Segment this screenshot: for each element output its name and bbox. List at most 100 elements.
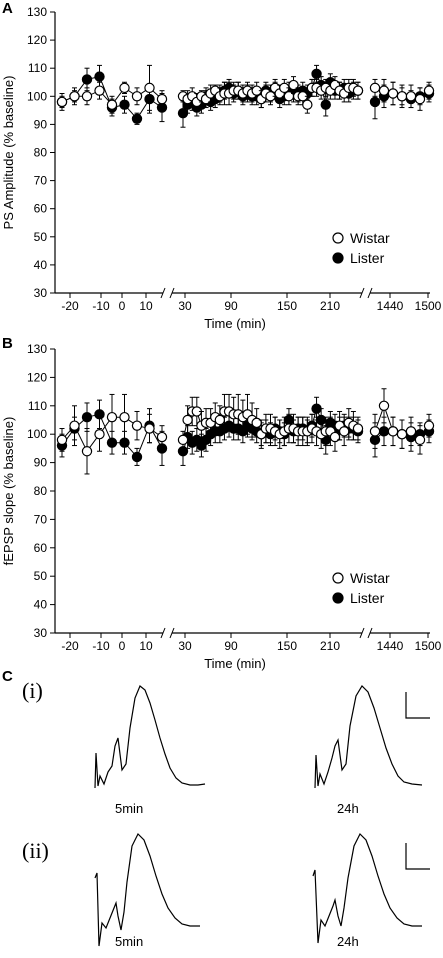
data-point-wistar (156, 93, 168, 105)
x-tick-label: 90 (224, 299, 238, 313)
x-tick-label: -20 (61, 639, 79, 653)
x-tick-label: -20 (61, 299, 79, 313)
data-point-wistar (94, 85, 105, 96)
data-point-wistar (56, 434, 68, 446)
data-point-wistar (396, 91, 408, 102)
data-point-wistar (369, 426, 381, 437)
x-tick-label: 1500 (415, 639, 442, 653)
data-point-lister (81, 74, 93, 85)
data-point-wistar (414, 434, 426, 446)
data-point-wistar (119, 82, 130, 94)
y-tick-label: 90 (34, 456, 48, 470)
axis-break-mark (160, 627, 166, 639)
y-tick-label: 110 (28, 61, 47, 75)
y-tick-label: 90 (34, 117, 48, 131)
x-tick-label: 90 (224, 639, 238, 653)
data-point-wistar (378, 400, 390, 412)
trace-label-i-5min: 5min (115, 801, 144, 816)
trace-i-5min (94, 685, 206, 789)
data-point-wistar (405, 91, 417, 102)
data-point-wistar (144, 82, 155, 94)
y-tick-label: 60 (34, 541, 48, 555)
trace-label-ii-24h: 24h (337, 934, 359, 949)
x-tick-label: 1440 (377, 639, 404, 653)
legend-marker-wistar (332, 572, 344, 584)
legend-marker-lister (332, 252, 344, 264)
data-point-wistar (396, 428, 408, 440)
axis-break-mark (169, 287, 175, 299)
y-axis-label: fEPSP slope (% baseline) (1, 417, 16, 566)
panel-a: A 30 40 50 60 70 80 90 100 110 120 130 PS Amplitude… (0, 0, 443, 340)
x-tick-label: 210 (320, 299, 340, 313)
y-tick-label: 110 (28, 399, 47, 413)
data-point-wistar (119, 411, 130, 423)
legend-label-wistar: Wistar (350, 230, 390, 246)
data-point-wistar (177, 434, 189, 446)
data-point-wistar (94, 428, 105, 440)
axis-break-mark (160, 287, 166, 299)
axis-break-mark (359, 287, 365, 299)
data-point-wistar (144, 423, 155, 434)
data-point-lister (378, 426, 390, 437)
row-label-i: (i) (22, 678, 43, 703)
trace-ii-24h (312, 832, 422, 944)
x-tick-label: 1440 (377, 299, 404, 313)
trace-label-ii-5min: 5min (115, 934, 144, 949)
legend-marker-wistar (332, 232, 344, 244)
data-point-wistar (106, 99, 118, 110)
x-axis-label: Time (min) (204, 316, 266, 331)
y-tick-label: 120 (27, 370, 47, 384)
data-point-lister (131, 113, 143, 124)
x-axis-label: Time (min) (204, 656, 266, 671)
x-tick-label: -10 (92, 299, 110, 313)
trace-ii-5min (94, 832, 200, 947)
data-point-lister (131, 451, 143, 463)
trace-label-i-24h: 24h (337, 801, 359, 816)
legend-marker-lister (332, 592, 344, 604)
data-point-wistar (338, 426, 350, 437)
data-point-wistar (182, 414, 193, 426)
y-tick-label: 70 (34, 512, 48, 526)
data-point-wistar (352, 85, 364, 96)
y-tick-label: 40 (34, 258, 48, 272)
data-point-wistar (369, 82, 381, 94)
data-point-lister (320, 99, 331, 110)
y-tick-label: 130 (27, 5, 47, 19)
trace-figure (94, 685, 430, 947)
y-tick-label: 100 (27, 89, 47, 103)
x-tick-label: 10 (139, 299, 153, 313)
x-tick-label: 30 (178, 639, 192, 653)
data-point-lister (81, 411, 93, 423)
x-tick-label: 0 (119, 639, 126, 653)
data-point-wistar (423, 85, 435, 96)
data-point-lister (369, 96, 381, 108)
data-point-wistar (378, 85, 390, 96)
row-label-ii: (ii) (22, 838, 49, 863)
y-tick-label: 50 (34, 569, 48, 583)
data-point-wistar (81, 446, 93, 457)
data-point-lister (311, 68, 322, 80)
y-tick-label: 30 (34, 286, 48, 300)
y-tick-label: 30 (34, 626, 48, 640)
data-point-wistar (414, 93, 426, 105)
data-point-wistar (131, 420, 143, 431)
data-point-wistar (387, 426, 399, 437)
data-point-wistar (352, 423, 364, 434)
legend-label-lister: Lister (350, 250, 385, 266)
data-point-wistar (69, 420, 80, 431)
x-tick-label: 1500 (415, 299, 442, 313)
data-point-wistar (56, 96, 68, 108)
data-point-lister (94, 71, 105, 82)
x-tick-label: 150 (277, 639, 297, 653)
y-tick-label: 50 (34, 230, 48, 244)
panel-c: C (i) (ii) 5min 24h 5min 24h (0, 668, 443, 958)
axis-break-mark (359, 627, 365, 639)
legend-label-lister: Lister (350, 590, 385, 606)
panel-label-c: C (2, 668, 13, 685)
x-tick-label: 30 (178, 299, 192, 313)
legend-label-wistar: Wistar (350, 570, 390, 586)
data-point-wistar (288, 79, 299, 91)
axis-break-mark (169, 627, 175, 639)
y-tick-label: 80 (34, 146, 48, 160)
